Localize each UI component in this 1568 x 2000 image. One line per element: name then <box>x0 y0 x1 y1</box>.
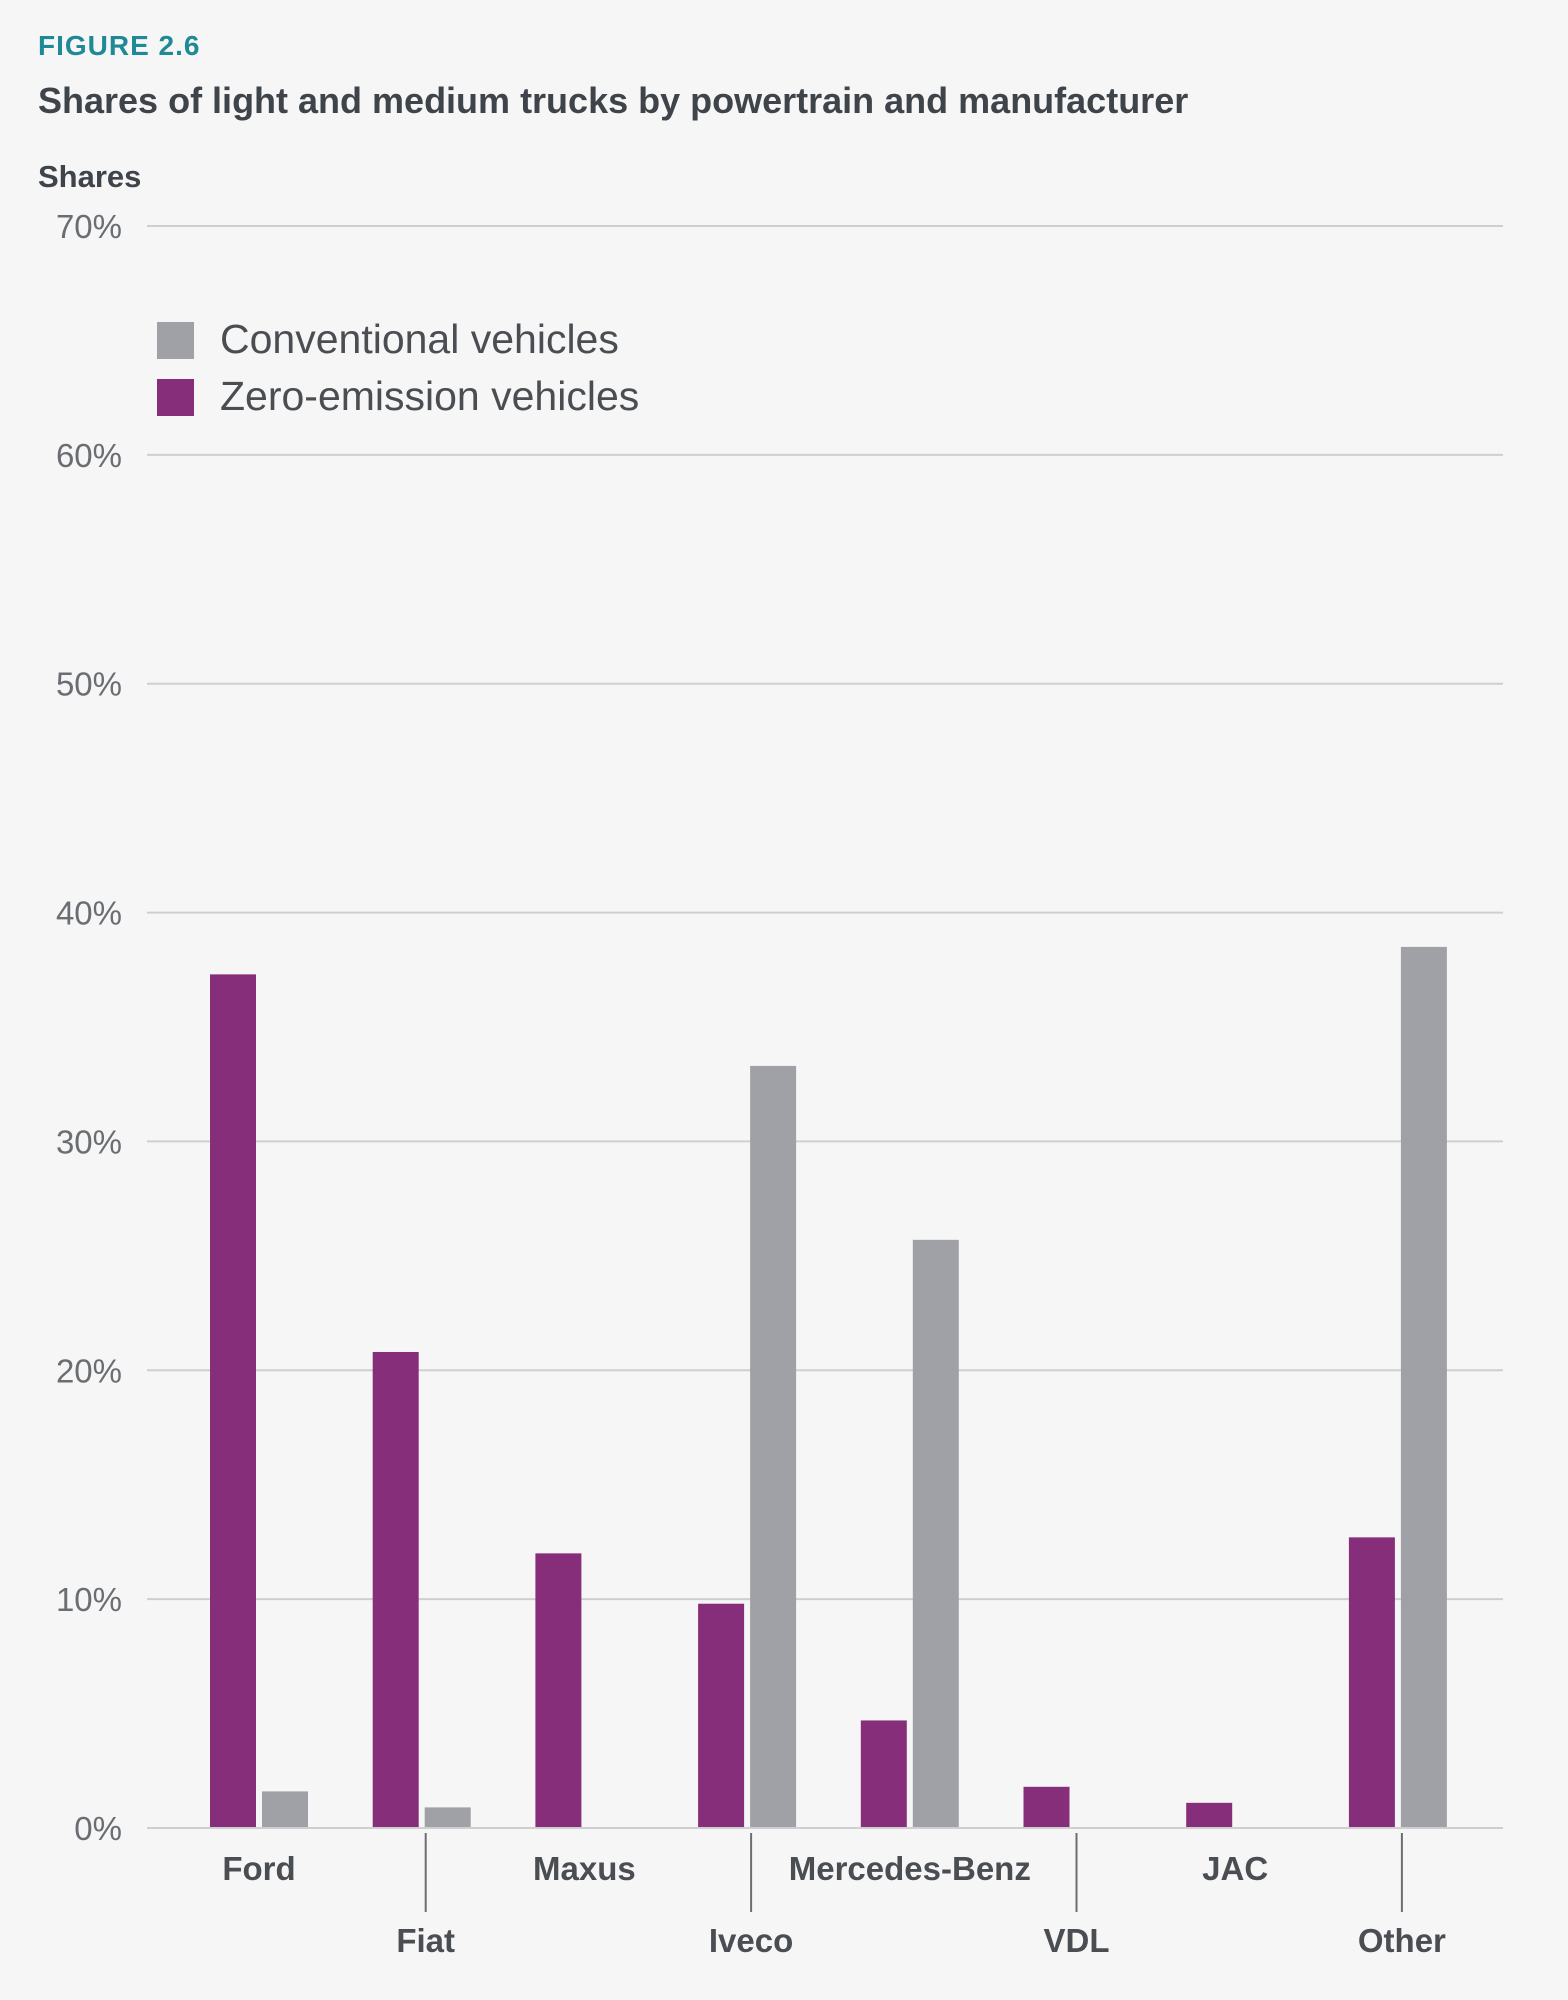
bar-conventional-fiat <box>424 1807 471 1828</box>
legend-label-conventional: Conventional vehicles <box>220 316 619 362</box>
bar-zero-emission-maxus <box>535 1553 582 1828</box>
bar-zero-emission-fiat <box>372 1351 419 1828</box>
x-category-label: VDL <box>1044 1922 1110 1959</box>
bar-conventional-other <box>1400 946 1447 1828</box>
x-category-label: Maxus <box>533 1850 636 1887</box>
bar-zero-emission-mercedes-benz <box>860 1720 907 1828</box>
x-category-label: Mercedes-Benz <box>789 1850 1031 1887</box>
x-axis: Ford Fiat Maxus Iveco Mercedes-Benz VDL JAC Oth… <box>147 1827 1503 1959</box>
legend-label-zero-emission: Zero-emission vehicles <box>220 373 639 419</box>
x-category-label: Ford <box>222 1850 295 1887</box>
figure-label: FIGURE 2.6 <box>38 30 201 61</box>
y-tick-labels: 0% 10% 20% 30% 40% 50% 60% 70% <box>56 208 122 1847</box>
y-tick-label: 0% <box>74 1810 122 1847</box>
x-category-label: Other <box>1358 1922 1446 1959</box>
y-tick-label: 10% <box>56 1581 122 1618</box>
x-category-label: Fiat <box>396 1922 455 1959</box>
bar-zero-emission-ford <box>210 974 256 1828</box>
legend: Conventional vehicles Zero-emission vehi… <box>157 316 639 419</box>
y-tick-label: 50% <box>56 666 122 703</box>
y-axis-label: Shares <box>38 159 141 194</box>
y-tick-label: 70% <box>56 208 122 245</box>
bar-conventional-iveco <box>750 1065 797 1828</box>
figure-title: Shares of light and medium trucks by pow… <box>38 80 1189 121</box>
legend-swatch-zero-emission <box>157 379 194 416</box>
x-category-label: JAC <box>1202 1850 1268 1887</box>
gridlines <box>147 225 1503 1829</box>
bar-zero-emission-vdl <box>1023 1786 1070 1828</box>
bar-conventional-ford <box>262 1791 308 1828</box>
bar-conventional-mercedes-benz <box>912 1239 959 1828</box>
bar-zero-emission-iveco <box>698 1603 745 1828</box>
x-category-label: Iveco <box>709 1922 793 1959</box>
y-tick-label: 60% <box>56 437 122 474</box>
bar-zero-emission-other <box>1348 1537 1395 1828</box>
y-tick-label: 20% <box>56 1352 122 1389</box>
bars <box>210 946 1447 1828</box>
bar-zero-emission-jac <box>1186 1802 1233 1828</box>
legend-swatch-conventional <box>157 322 194 359</box>
y-tick-label: 40% <box>56 895 122 932</box>
y-tick-label: 30% <box>56 1123 122 1160</box>
